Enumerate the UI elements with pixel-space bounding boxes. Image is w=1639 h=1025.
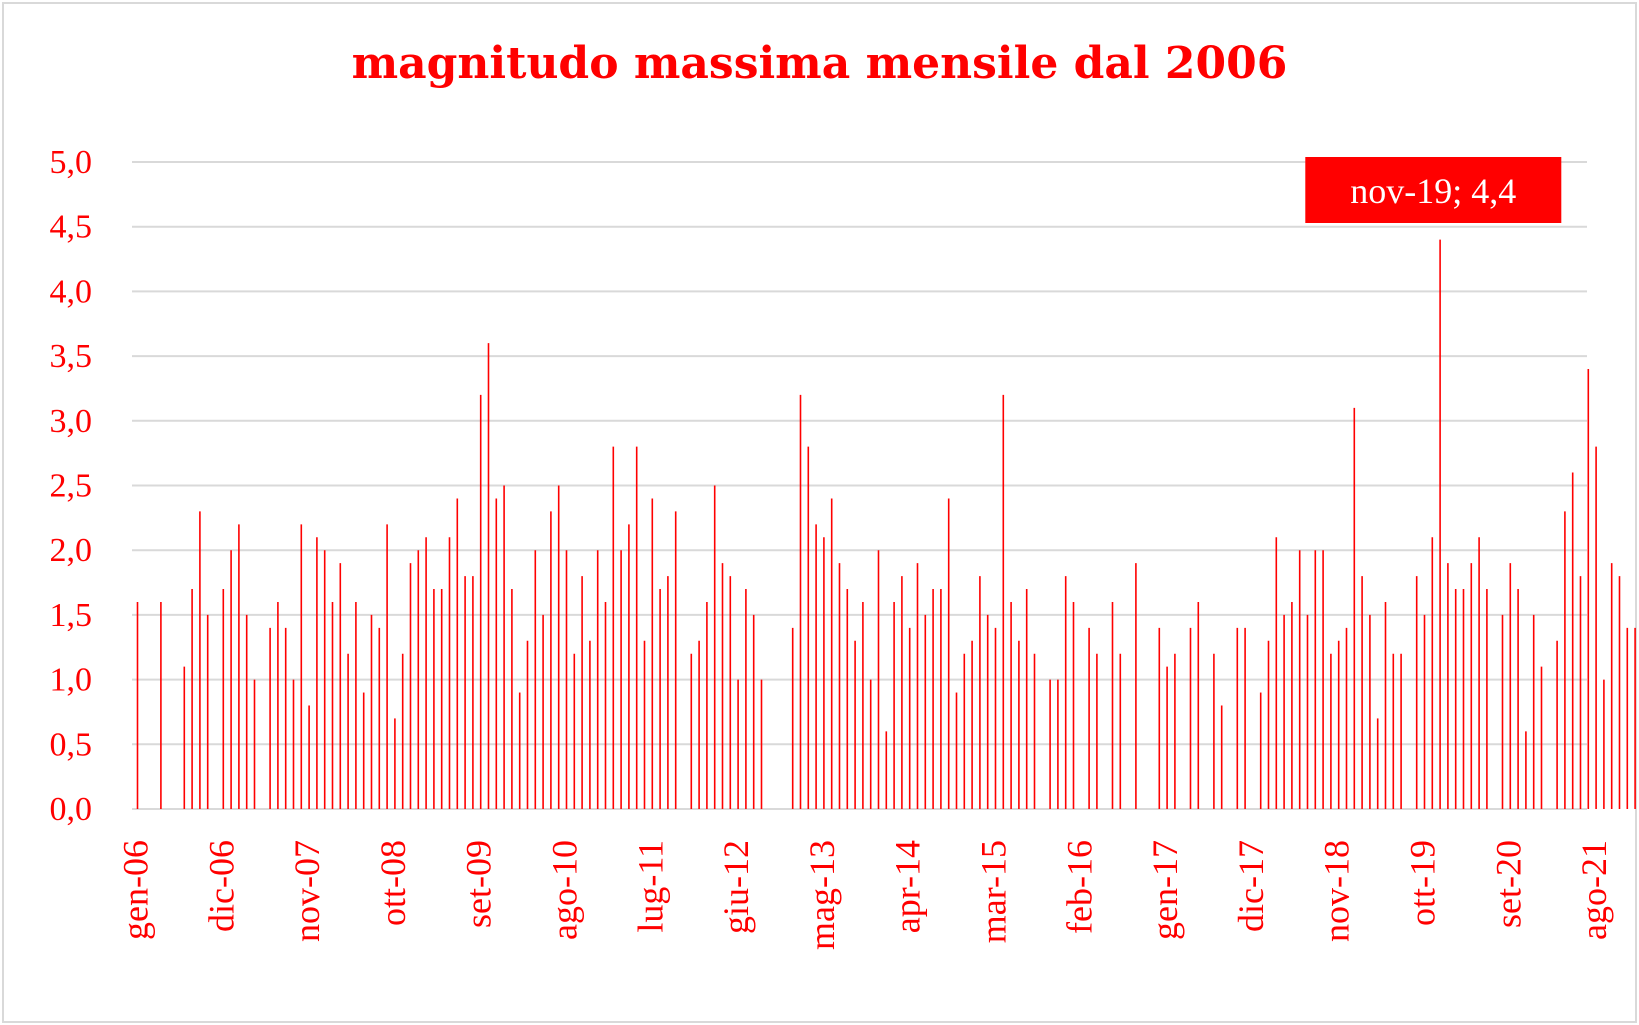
x-axis-ticks: gen-06 dic-06 nov-07 ott-08 set-09 ago-10 lug-… (116, 840, 1615, 950)
chart-title: magnitudo massima mensile dal 2006 (351, 38, 1288, 89)
y-tick-label: 1,0 (50, 662, 93, 699)
x-tick-label: feb-16 (1059, 840, 1099, 934)
y-tick-label: 2,0 (50, 532, 93, 569)
y-tick-label: 4,0 (50, 273, 93, 310)
y-tick-label: 3,0 (50, 403, 93, 440)
y-tick-label: 5,0 (50, 144, 93, 181)
x-tick-label: dic-17 (1231, 840, 1271, 932)
x-tick-label: set-20 (1488, 840, 1528, 928)
x-tick-label: apr-14 (888, 840, 928, 933)
max-callout: nov-19; 4,4 (1305, 157, 1562, 223)
x-tick-label: lug-11 (630, 840, 670, 933)
x-tick-label: ago-10 (545, 840, 585, 940)
y-tick-label: 0,5 (50, 726, 93, 763)
x-tick-label: gen-06 (116, 840, 156, 940)
y-tick-label: 2,5 (50, 468, 93, 505)
x-tick-label: nov-07 (287, 840, 327, 942)
gridlines (132, 161, 1587, 810)
callout-label: nov-19; 4,4 (1350, 171, 1516, 211)
x-tick-label: mag-13 (802, 840, 842, 950)
x-tick-label: ago-21 (1574, 840, 1614, 940)
y-tick-label: 0,0 (50, 791, 93, 828)
x-tick-label: dic-06 (201, 840, 241, 932)
y-tick-label: 1,5 (50, 597, 93, 634)
x-tick-label: gen-17 (1145, 840, 1185, 940)
bars (136, 239, 1636, 809)
callout-box (1305, 157, 1562, 223)
x-tick-label: mar-15 (974, 840, 1014, 943)
x-tick-label: giu-12 (716, 840, 756, 934)
x-tick-label: ott-08 (373, 840, 413, 926)
y-tick-label: 4,5 (50, 209, 93, 246)
x-tick-label: set-09 (459, 840, 499, 928)
x-tick-label: ott-19 (1403, 840, 1443, 926)
y-axis-ticks: 0,0 0,5 1,0 1,5 2,0 2,5 3,0 3,5 4,0 4,5 5,0 (50, 144, 93, 828)
x-tick-label: nov-18 (1317, 840, 1357, 942)
y-tick-label: 3,5 (50, 338, 93, 375)
